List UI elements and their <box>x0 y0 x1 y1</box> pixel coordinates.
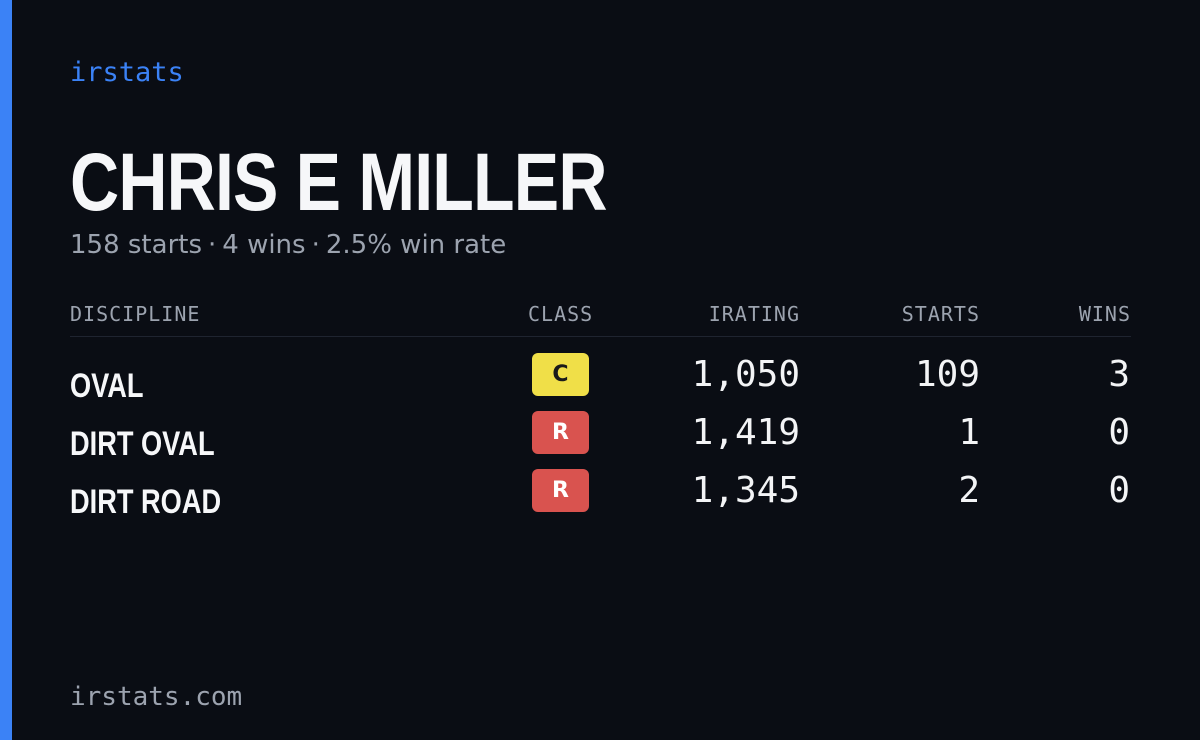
wins-count: 4 wins <box>222 230 306 260</box>
discipline-name: OVAL <box>70 367 144 405</box>
irating-value: 1,345 <box>691 470 800 511</box>
player-name: CHRIS E MILLER <box>70 137 607 228</box>
header-wins: WINS <box>1078 302 1131 326</box>
career-summary: 158 starts · 4 wins · 2.5% win rate <box>70 227 506 263</box>
header-discipline: DISCIPLINE <box>70 302 201 326</box>
starts-value: 2 <box>958 470 980 511</box>
header-class: CLASS <box>528 302 594 326</box>
wins-value: 0 <box>1108 412 1130 453</box>
table-row: OVAL C 1,050 109 3 <box>70 353 1131 411</box>
separator: · <box>208 230 217 260</box>
discipline-name: DIRT ROAD <box>70 483 222 521</box>
table-row: DIRT ROAD R 1,345 2 0 <box>70 469 1131 527</box>
irating-value: 1,050 <box>691 354 800 395</box>
footer-url: irstats.com <box>70 682 243 712</box>
separator: · <box>311 230 320 260</box>
table-row: DIRT OVAL R 1,419 1 0 <box>70 411 1131 469</box>
brand-logo-text: irstats <box>70 57 184 88</box>
license-class-badge: R <box>532 411 589 454</box>
table-body: OVAL C 1,050 109 3 DIRT OVAL R 1,419 1 0… <box>70 353 1131 527</box>
starts-count: 158 starts <box>70 230 202 260</box>
table-header: DISCIPLINE CLASS IRATING STARTS WINS <box>70 296 1131 337</box>
wins-value: 0 <box>1108 470 1130 511</box>
license-table: DISCIPLINE CLASS IRATING STARTS WINS OVA… <box>70 296 1131 527</box>
header-irating: IRATING <box>708 302 800 326</box>
discipline-name: DIRT OVAL <box>70 425 215 463</box>
starts-value: 1 <box>958 412 980 453</box>
win-rate: 2.5% win rate <box>325 230 507 260</box>
irating-value: 1,419 <box>691 412 800 453</box>
wins-value: 3 <box>1108 354 1130 395</box>
header-starts: STARTS <box>901 302 980 326</box>
license-class-badge: C <box>532 353 589 396</box>
accent-bar <box>0 0 12 740</box>
license-class-badge: R <box>532 469 589 512</box>
starts-value: 109 <box>914 354 980 395</box>
